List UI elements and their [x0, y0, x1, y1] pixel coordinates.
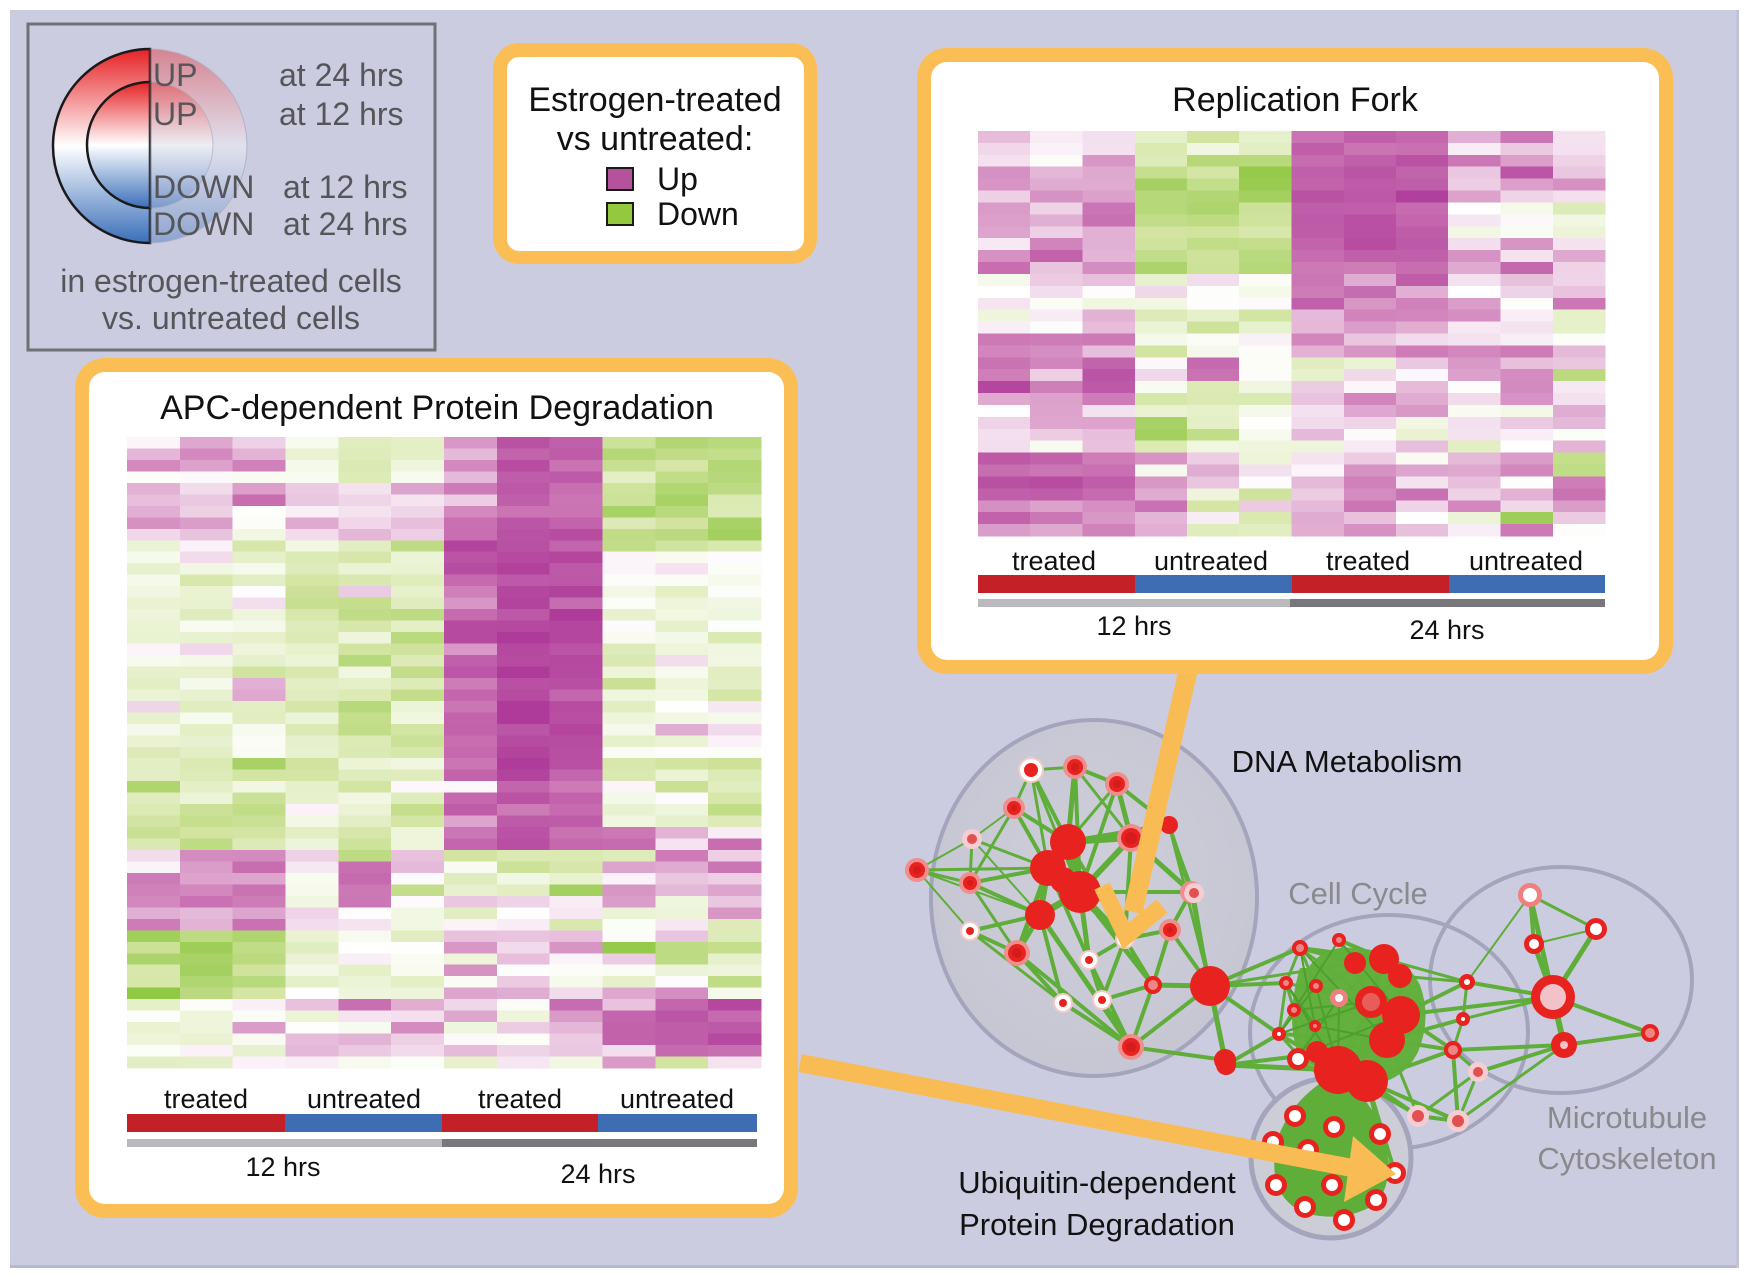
- svg-text:DOWN: DOWN: [153, 206, 254, 242]
- svg-text:12 hrs: 12 hrs: [1096, 611, 1171, 641]
- svg-text:in estrogen-treated cells: in estrogen-treated cells: [60, 263, 402, 299]
- svg-text:at 24 hrs: at 24 hrs: [279, 57, 404, 93]
- svg-text:vs. untreated cells: vs. untreated cells: [102, 300, 360, 336]
- svg-text:12 hrs: 12 hrs: [245, 1152, 320, 1182]
- svg-text:treated: treated: [1326, 546, 1410, 576]
- svg-text:treated: treated: [478, 1084, 562, 1114]
- svg-text:UP: UP: [153, 96, 197, 132]
- svg-text:untreated: untreated: [1154, 546, 1268, 576]
- svg-text:untreated: untreated: [620, 1084, 734, 1114]
- svg-text:at 12 hrs: at 12 hrs: [283, 169, 408, 205]
- svg-text:Down: Down: [657, 196, 739, 232]
- svg-text:untreated: untreated: [307, 1084, 421, 1114]
- svg-text:DNA Metabolism: DNA Metabolism: [1232, 744, 1463, 779]
- svg-text:APC-dependent Protein Degradat: APC-dependent Protein Degradation: [160, 389, 714, 427]
- svg-text:Cytoskeleton: Cytoskeleton: [1537, 1141, 1716, 1176]
- svg-text:24 hrs: 24 hrs: [1409, 615, 1484, 645]
- svg-text:UP: UP: [153, 57, 197, 93]
- svg-text:Up: Up: [657, 161, 698, 197]
- svg-text:Ubiquitin-dependent: Ubiquitin-dependent: [958, 1165, 1236, 1200]
- svg-text:Protein Degradation: Protein Degradation: [959, 1207, 1235, 1242]
- svg-text:at 12 hrs: at 12 hrs: [279, 96, 404, 132]
- svg-text:treated: treated: [164, 1084, 248, 1114]
- svg-text:DOWN: DOWN: [153, 169, 254, 205]
- svg-text:Estrogen-treated: Estrogen-treated: [528, 81, 781, 119]
- svg-text:at 24 hrs: at 24 hrs: [283, 206, 408, 242]
- svg-text:Replication Fork: Replication Fork: [1172, 81, 1419, 119]
- svg-text:vs untreated:: vs untreated:: [557, 120, 754, 158]
- svg-text:untreated: untreated: [1469, 546, 1583, 576]
- svg-text:treated: treated: [1012, 546, 1096, 576]
- svg-text:24 hrs: 24 hrs: [560, 1159, 635, 1189]
- svg-text:Microtubule: Microtubule: [1547, 1100, 1707, 1135]
- svg-text:Cell Cycle: Cell Cycle: [1288, 876, 1428, 911]
